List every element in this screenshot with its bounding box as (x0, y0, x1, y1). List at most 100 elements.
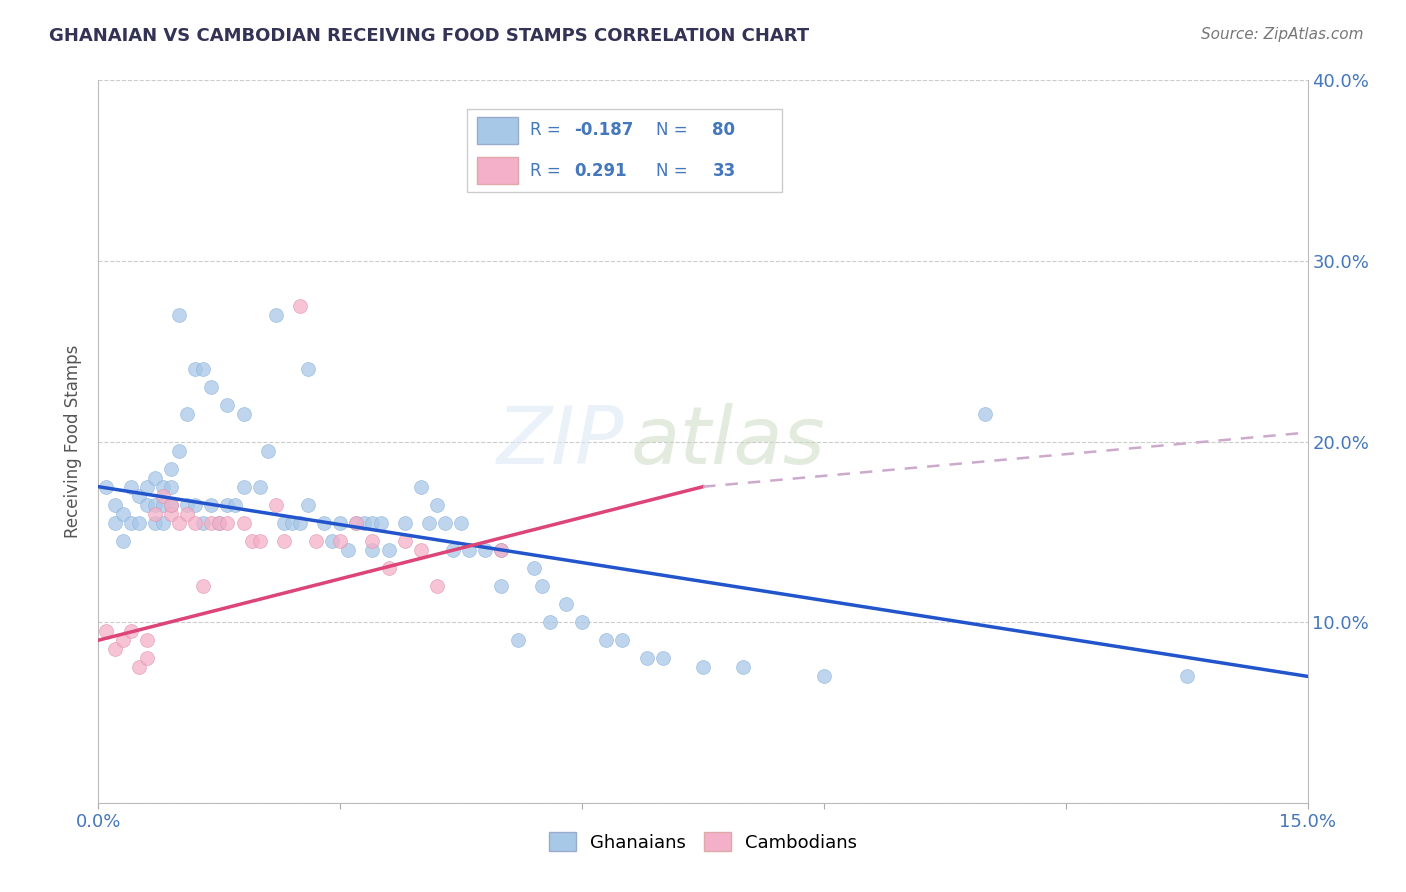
Y-axis label: Receiving Food Stamps: Receiving Food Stamps (65, 345, 83, 538)
Point (120, 516, 142, 530)
Point (103, 642, 125, 657)
Point (974, 408, 997, 422)
Point (491, 579, 513, 593)
Point (103, 516, 125, 530)
Point (208, 516, 231, 530)
Point (344, 516, 367, 530)
Point (377, 561, 399, 575)
Text: atlas: atlas (630, 402, 825, 481)
Point (160, 480, 183, 494)
Point (111, 633, 134, 648)
Point (426, 579, 449, 593)
Point (1175, 669, 1198, 683)
Point (281, 516, 304, 530)
Point (160, 498, 183, 512)
Point (321, 533, 343, 548)
Point (273, 516, 295, 530)
Point (538, 615, 561, 630)
Point (426, 498, 449, 512)
Point (813, 669, 835, 683)
Point (305, 533, 328, 548)
Point (232, 480, 254, 494)
Point (152, 516, 174, 530)
Point (176, 507, 198, 521)
Point (264, 308, 287, 322)
Point (409, 542, 432, 557)
Point (733, 660, 755, 674)
Point (184, 498, 207, 512)
Point (193, 579, 215, 593)
Point (96, 480, 118, 494)
Point (184, 362, 207, 376)
Point (361, 516, 384, 530)
Point (224, 498, 246, 512)
Point (143, 516, 166, 530)
Point (394, 533, 416, 548)
Point (217, 398, 239, 412)
Point (167, 308, 190, 322)
Point (506, 633, 529, 648)
Point (636, 651, 658, 665)
Point (120, 624, 142, 639)
Point (217, 498, 239, 512)
Point (692, 660, 714, 674)
Point (434, 516, 457, 530)
Point (256, 443, 278, 458)
Point (152, 498, 174, 512)
Point (441, 542, 464, 557)
Point (314, 516, 336, 530)
Point (249, 533, 271, 548)
Point (394, 516, 416, 530)
Point (344, 516, 367, 530)
Point (297, 498, 319, 512)
Point (249, 480, 271, 494)
Point (458, 542, 481, 557)
Point (297, 362, 319, 376)
Point (370, 516, 392, 530)
Text: GHANAIAN VS CAMBODIAN RECEIVING FOOD STAMPS CORRELATION CHART: GHANAIAN VS CAMBODIAN RECEIVING FOOD STA… (49, 27, 810, 45)
Point (337, 542, 360, 557)
Legend: Ghanaians, Cambodians: Ghanaians, Cambodians (541, 825, 865, 859)
Point (264, 498, 287, 512)
Point (361, 533, 384, 548)
Point (167, 443, 190, 458)
Point (329, 516, 352, 530)
Point (160, 498, 183, 512)
Point (232, 408, 254, 422)
Point (377, 542, 399, 557)
Point (200, 380, 222, 394)
Point (193, 516, 215, 530)
Point (167, 516, 190, 530)
Point (208, 516, 231, 530)
Point (193, 362, 215, 376)
Point (474, 542, 496, 557)
Point (184, 516, 207, 530)
Point (232, 516, 254, 530)
Point (143, 498, 166, 512)
Point (135, 633, 157, 648)
Point (491, 542, 513, 557)
Point (288, 299, 311, 313)
Point (135, 480, 157, 494)
Point (176, 408, 198, 422)
Point (120, 480, 142, 494)
Point (176, 498, 198, 512)
Point (409, 480, 432, 494)
Point (143, 471, 166, 485)
Point (128, 516, 150, 530)
Point (135, 498, 157, 512)
Point (571, 615, 593, 630)
Point (523, 561, 546, 575)
Point (353, 516, 375, 530)
Point (160, 507, 183, 521)
Point (128, 660, 150, 674)
Point (217, 516, 239, 530)
Text: Source: ZipAtlas.com: Source: ZipAtlas.com (1201, 27, 1364, 42)
Point (128, 489, 150, 503)
Point (200, 516, 222, 530)
Point (273, 533, 295, 548)
Point (361, 542, 384, 557)
Point (530, 579, 553, 593)
Point (152, 489, 174, 503)
Point (160, 461, 183, 475)
